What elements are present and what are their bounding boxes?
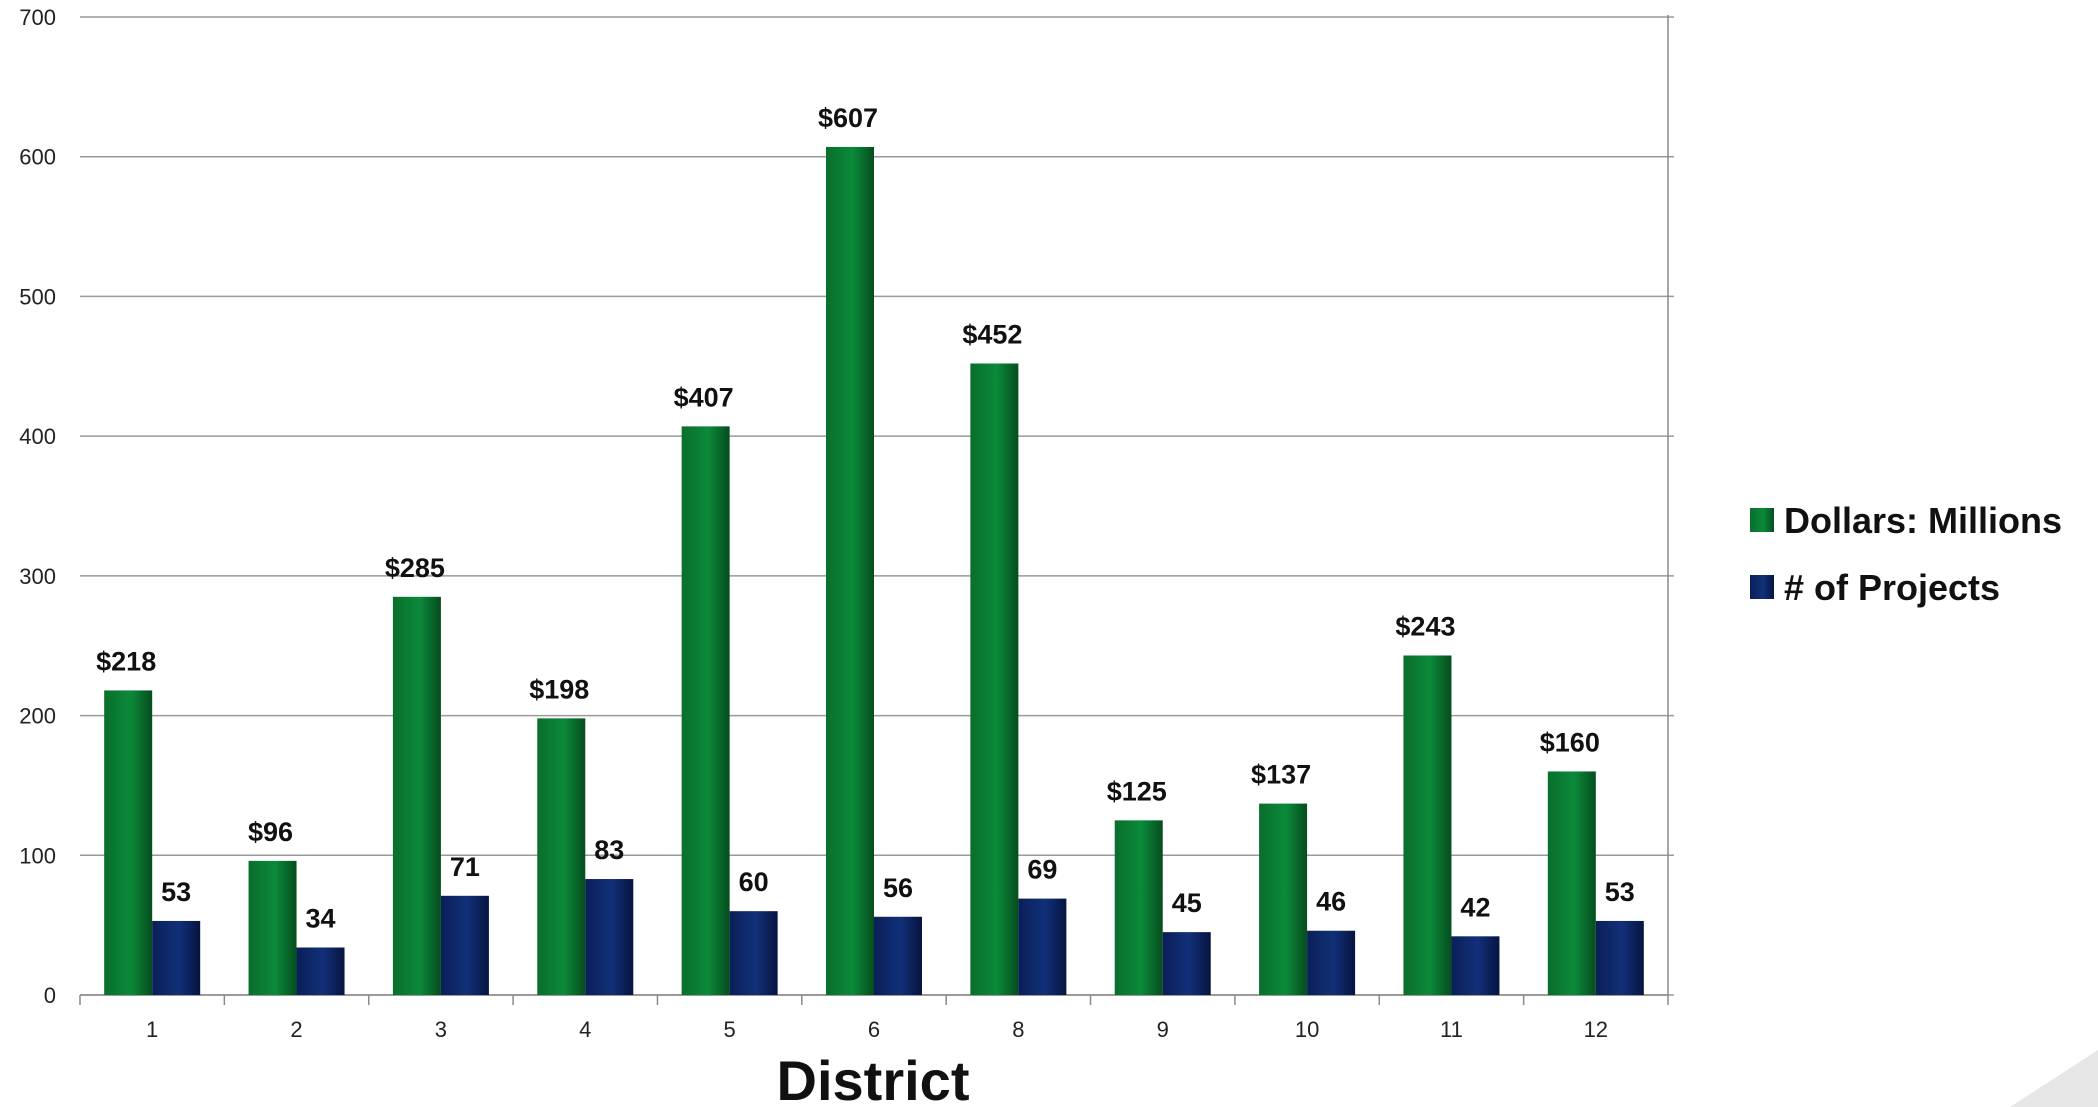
legend-label-projects: # of Projects: [1784, 567, 2000, 608]
x-tick-label: 8: [1012, 1017, 1024, 1042]
legend: Dollars: Millions # of Projects: [1750, 500, 2062, 608]
data-label-dollars: $137: [1251, 760, 1311, 790]
data-label-projects: 45: [1172, 888, 1202, 918]
data-label-dollars: $243: [1395, 611, 1455, 641]
bar-dollars: [1403, 655, 1452, 995]
bar-dollars: [104, 690, 153, 995]
bar-projects: [440, 895, 489, 995]
x-tick-label: 4: [579, 1017, 591, 1042]
bar-projects: [1451, 936, 1500, 995]
x-tick-label: 9: [1157, 1017, 1169, 1042]
y-tick-label: 0: [44, 983, 56, 1008]
y-tick-label: 100: [19, 843, 56, 868]
x-axis-title: District: [777, 1049, 970, 1107]
bar-dollars: [1547, 771, 1596, 995]
data-label-dollars: $96: [248, 817, 293, 847]
corner-decoration: [2010, 1050, 2098, 1107]
data-label-dollars: $407: [674, 382, 734, 412]
bar-projects: [729, 911, 778, 995]
y-tick-label: 200: [19, 704, 56, 729]
data-label-projects: 83: [594, 835, 624, 865]
data-label-projects: 60: [739, 867, 769, 897]
x-tick-label: 10: [1295, 1017, 1319, 1042]
bar-dollars: [681, 426, 730, 995]
data-label-projects: 42: [1460, 892, 1490, 922]
y-tick-label: 500: [19, 284, 56, 309]
x-tick-label: 3: [435, 1017, 447, 1042]
bar-projects: [585, 879, 634, 995]
legend-label-dollars: Dollars: Millions: [1784, 500, 2062, 541]
data-label-dollars: $160: [1540, 727, 1600, 757]
bar-dollars: [537, 718, 586, 995]
data-label-projects: 34: [306, 903, 336, 933]
y-tick-label: 400: [19, 424, 56, 449]
data-label-projects: 46: [1316, 887, 1346, 917]
data-label-projects: 53: [1605, 877, 1635, 907]
data-label-dollars: $198: [529, 674, 589, 704]
bar-projects: [1018, 898, 1067, 995]
data-label-projects: 56: [883, 873, 913, 903]
x-tick-label: 12: [1584, 1017, 1608, 1042]
data-label-dollars: $125: [1107, 776, 1167, 806]
data-label-projects: 71: [450, 852, 480, 882]
x-tick-label: 1: [146, 1017, 158, 1042]
bar-dollars: [392, 596, 441, 995]
bar-dollars: [1114, 820, 1163, 995]
bar-dollars: [1259, 803, 1308, 995]
bar-projects: [152, 920, 201, 995]
data-labels: $218 53 $96 34 $285 71 $198 83 $407 60 $607 56 $452 6…: [96, 103, 1635, 934]
bar-projects: [1307, 930, 1356, 995]
y-tick-label: 300: [19, 564, 56, 589]
gridlines: [80, 16, 1674, 996]
data-label-dollars: $607: [818, 103, 878, 133]
x-tick-label: 6: [868, 1017, 880, 1042]
y-tick-label: 700: [19, 5, 56, 30]
x-tick-label: 11: [1440, 1017, 1463, 1042]
bar-projects: [1162, 932, 1211, 995]
data-label-dollars: $452: [962, 319, 1022, 349]
x-tick-label: 5: [724, 1017, 736, 1042]
bars: [104, 146, 1644, 996]
bar-dollars: [248, 860, 297, 995]
bar-projects: [296, 947, 345, 995]
bar-dollars: [826, 146, 874, 996]
data-label-projects: 53: [161, 877, 191, 907]
y-tick-label: 600: [19, 145, 56, 170]
data-label-dollars: $285: [385, 553, 445, 583]
data-label-projects: 69: [1027, 855, 1057, 885]
bar-projects: [874, 916, 922, 995]
legend-swatch-dollars: [1750, 508, 1774, 532]
bar-projects: [1595, 920, 1644, 995]
legend-swatch-projects: [1750, 575, 1774, 599]
x-tick-label: 2: [290, 1017, 302, 1042]
data-label-dollars: $218: [96, 646, 156, 676]
bar-dollars: [970, 363, 1019, 995]
